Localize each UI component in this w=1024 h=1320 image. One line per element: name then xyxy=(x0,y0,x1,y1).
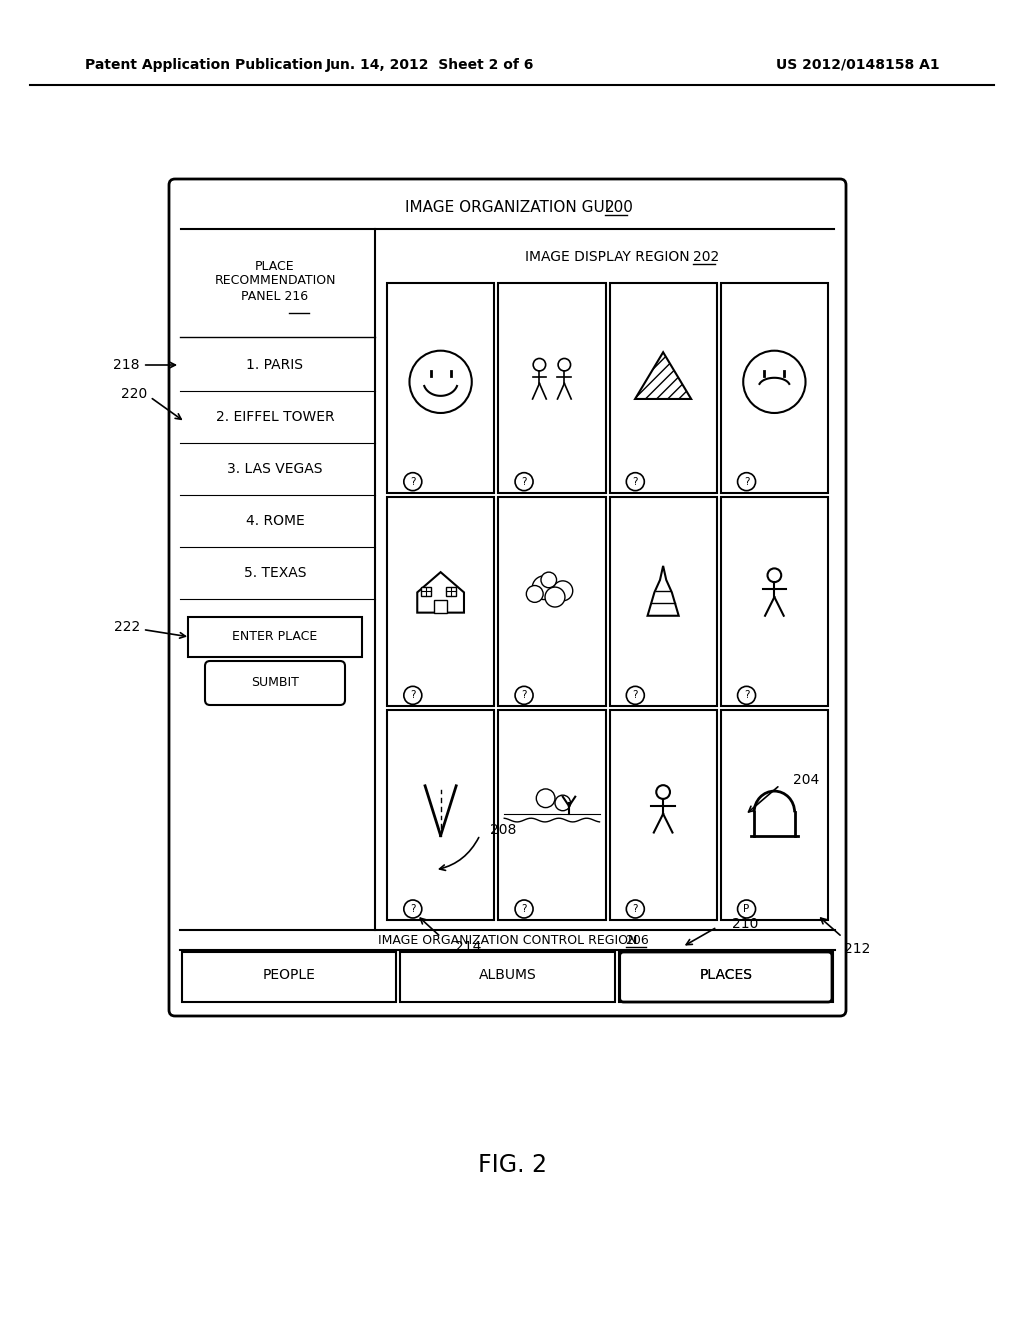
Text: 218: 218 xyxy=(114,358,175,372)
Text: ?: ? xyxy=(521,477,526,487)
Circle shape xyxy=(526,586,543,602)
Text: IMAGE DISPLAY REGION: IMAGE DISPLAY REGION xyxy=(525,249,690,264)
Text: PLACES: PLACES xyxy=(699,968,753,982)
Circle shape xyxy=(558,359,570,371)
Text: 214: 214 xyxy=(455,940,481,954)
Text: 5. TEXAS: 5. TEXAS xyxy=(244,566,306,579)
Polygon shape xyxy=(647,566,679,615)
Bar xyxy=(609,710,717,920)
Bar xyxy=(499,710,605,920)
Bar xyxy=(434,601,447,612)
Circle shape xyxy=(737,686,756,705)
Circle shape xyxy=(555,795,570,810)
Bar xyxy=(499,282,605,492)
Text: 1. PARIS: 1. PARIS xyxy=(247,358,303,372)
Text: PLACE
RECOMMENDATION
PANEL 216: PLACE RECOMMENDATION PANEL 216 xyxy=(214,260,336,302)
Circle shape xyxy=(627,686,644,705)
Text: 208: 208 xyxy=(490,822,516,837)
Text: ENTER PLACE: ENTER PLACE xyxy=(232,631,317,644)
Text: ?: ? xyxy=(410,690,416,701)
Text: ?: ? xyxy=(743,477,750,487)
Text: ?: ? xyxy=(521,690,526,701)
Text: ?: ? xyxy=(410,477,416,487)
Circle shape xyxy=(737,900,756,917)
Text: ?: ? xyxy=(633,690,638,701)
FancyBboxPatch shape xyxy=(205,661,345,705)
Text: PLACES: PLACES xyxy=(699,968,753,982)
Bar xyxy=(400,952,614,1002)
Bar xyxy=(446,587,457,595)
Text: Patent Application Publication: Patent Application Publication xyxy=(85,58,323,73)
Text: 210: 210 xyxy=(732,917,759,931)
Text: P: P xyxy=(743,904,750,913)
Text: SUMBIT: SUMBIT xyxy=(251,676,299,689)
FancyBboxPatch shape xyxy=(188,616,362,657)
Text: 202: 202 xyxy=(692,249,719,264)
Circle shape xyxy=(537,789,555,808)
Circle shape xyxy=(403,686,422,705)
Text: ALBUMS: ALBUMS xyxy=(478,968,537,982)
Circle shape xyxy=(403,473,422,491)
Bar xyxy=(721,496,828,706)
Circle shape xyxy=(403,900,422,917)
Circle shape xyxy=(656,785,670,799)
Bar xyxy=(387,282,495,492)
Circle shape xyxy=(743,351,806,413)
Circle shape xyxy=(534,359,546,371)
Bar xyxy=(609,282,717,492)
Text: 206: 206 xyxy=(626,935,649,948)
Bar xyxy=(721,282,828,492)
Circle shape xyxy=(515,900,534,917)
Text: 3. LAS VEGAS: 3. LAS VEGAS xyxy=(227,462,323,477)
Text: 204: 204 xyxy=(793,774,819,787)
Circle shape xyxy=(532,576,556,599)
Text: ?: ? xyxy=(633,904,638,913)
Circle shape xyxy=(553,581,572,601)
Bar xyxy=(182,952,396,1002)
Text: 4. ROME: 4. ROME xyxy=(246,513,304,528)
Circle shape xyxy=(627,900,644,917)
Bar xyxy=(721,710,828,920)
Circle shape xyxy=(515,473,534,491)
Text: Jun. 14, 2012  Sheet 2 of 6: Jun. 14, 2012 Sheet 2 of 6 xyxy=(326,58,535,73)
Bar xyxy=(499,496,605,706)
Bar xyxy=(387,496,495,706)
Text: 200: 200 xyxy=(605,199,634,214)
Text: FIG. 2: FIG. 2 xyxy=(477,1152,547,1177)
Text: IMAGE ORGANIZATION CONTROL REGION: IMAGE ORGANIZATION CONTROL REGION xyxy=(378,935,637,948)
Circle shape xyxy=(515,686,534,705)
Text: ?: ? xyxy=(743,690,750,701)
Circle shape xyxy=(627,473,644,491)
Circle shape xyxy=(737,473,756,491)
Circle shape xyxy=(768,569,781,582)
Text: ?: ? xyxy=(633,477,638,487)
Circle shape xyxy=(545,587,565,607)
Text: 212: 212 xyxy=(844,942,870,956)
Text: ?: ? xyxy=(410,904,416,913)
Text: IMAGE ORGANIZATION GUI: IMAGE ORGANIZATION GUI xyxy=(404,199,609,214)
Polygon shape xyxy=(635,352,691,399)
Bar xyxy=(387,710,495,920)
Polygon shape xyxy=(417,572,464,612)
Text: 220: 220 xyxy=(121,387,147,401)
Text: ?: ? xyxy=(521,904,526,913)
Text: US 2012/0148158 A1: US 2012/0148158 A1 xyxy=(776,58,940,73)
Bar xyxy=(609,496,717,706)
Text: PEOPLE: PEOPLE xyxy=(263,968,315,982)
Circle shape xyxy=(541,572,557,587)
Circle shape xyxy=(410,351,472,413)
Bar xyxy=(618,952,833,1002)
Bar xyxy=(421,587,431,595)
FancyBboxPatch shape xyxy=(169,180,846,1016)
Text: 2. EIFFEL TOWER: 2. EIFFEL TOWER xyxy=(216,411,334,424)
FancyBboxPatch shape xyxy=(620,952,833,1002)
Text: 222: 222 xyxy=(114,620,185,638)
